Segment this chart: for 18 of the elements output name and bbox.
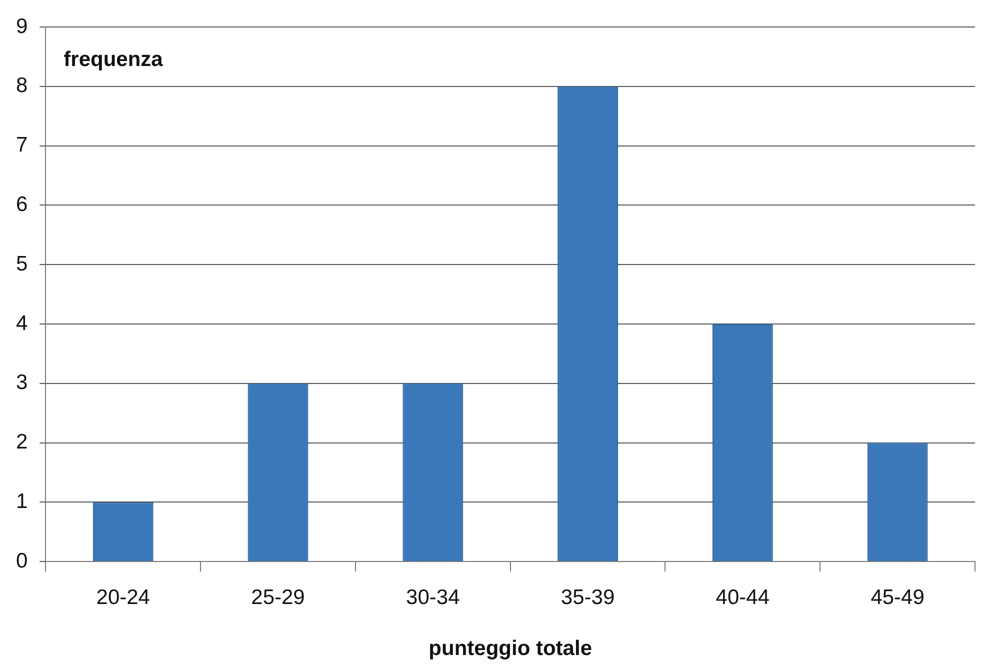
x-tick-label: 20-24	[96, 586, 150, 609]
y-tick-label: 3	[16, 371, 28, 394]
x-tick-label: 25-29	[251, 586, 305, 609]
x-tick-label: 45-49	[870, 586, 924, 609]
y-tick-label: 1	[16, 490, 28, 513]
y-tick-label: 8	[16, 74, 28, 98]
y-tick-label: 5	[16, 252, 28, 276]
x-axis-title: punteggio totale	[428, 637, 592, 660]
x-tick-label: 35-39	[560, 586, 615, 609]
y-tick-label: 4	[16, 312, 28, 335]
x-tick-label: 40-44	[716, 586, 770, 609]
y-tick-label: 7	[16, 134, 28, 157]
y-tick-label: 9	[16, 14, 28, 38]
y-axis-title: frequenza	[64, 48, 164, 71]
x-tick-label: 30-34	[406, 586, 460, 609]
y-tick-label: 6	[16, 192, 28, 216]
y-tick-label: 0	[16, 549, 28, 572]
y-tick-label: 2	[16, 430, 28, 454]
